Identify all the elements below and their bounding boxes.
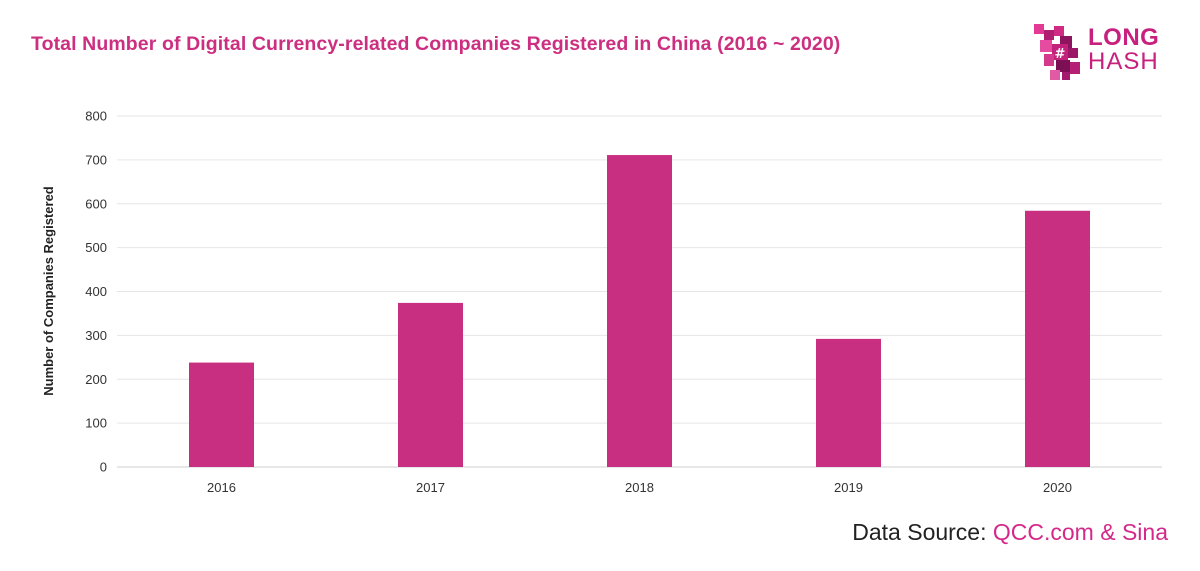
y-tick-label: 700 bbox=[85, 152, 107, 167]
bar-2020 bbox=[1025, 210, 1090, 467]
y-tick-label: 300 bbox=[85, 328, 107, 343]
data-source-note: Data Source: QCC.com & Sina bbox=[852, 519, 1168, 546]
chart-title: Total Number of Digital Currency-related… bbox=[31, 33, 841, 55]
y-tick-label: 0 bbox=[100, 460, 107, 475]
svg-text:#: # bbox=[1055, 47, 1066, 62]
x-tick-labels: 2016 2017 2018 2019 2020 bbox=[207, 480, 1072, 495]
logo-line-2: HASH bbox=[1088, 48, 1159, 75]
bar-2018 bbox=[607, 155, 672, 467]
dragon-hash-icon: # bbox=[1034, 24, 1080, 80]
y-tick-label: 100 bbox=[85, 416, 107, 431]
y-tick-label: 800 bbox=[85, 109, 107, 124]
data-source-link[interactable]: QCC.com & Sina bbox=[992, 519, 1168, 545]
bars bbox=[189, 155, 1090, 467]
bar-2017 bbox=[398, 302, 463, 467]
x-tick-label: 2020 bbox=[1043, 480, 1072, 495]
logo-wordmark: LONG HASH bbox=[1088, 26, 1159, 74]
longhash-logo: # LONG HASH bbox=[1030, 22, 1170, 84]
logo-line-1: LONG bbox=[1088, 24, 1160, 51]
y-tick-label: 400 bbox=[85, 284, 107, 299]
y-axis-label: Number of Companies Registered bbox=[41, 186, 56, 396]
y-tick-label: 600 bbox=[85, 196, 107, 211]
x-tick-label: 2017 bbox=[416, 480, 445, 495]
y-tick-labels: 0 100 200 300 400 500 600 700 800 bbox=[85, 109, 107, 475]
x-tick-label: 2018 bbox=[625, 480, 654, 495]
y-tick-label: 500 bbox=[85, 240, 107, 255]
x-tick-label: 2016 bbox=[207, 480, 236, 495]
x-tick-label: 2019 bbox=[834, 480, 863, 495]
bar-2019 bbox=[816, 338, 881, 467]
data-source-label: Data Source: bbox=[852, 519, 987, 545]
y-tick-label: 200 bbox=[85, 372, 107, 387]
bar-2016 bbox=[189, 362, 254, 467]
